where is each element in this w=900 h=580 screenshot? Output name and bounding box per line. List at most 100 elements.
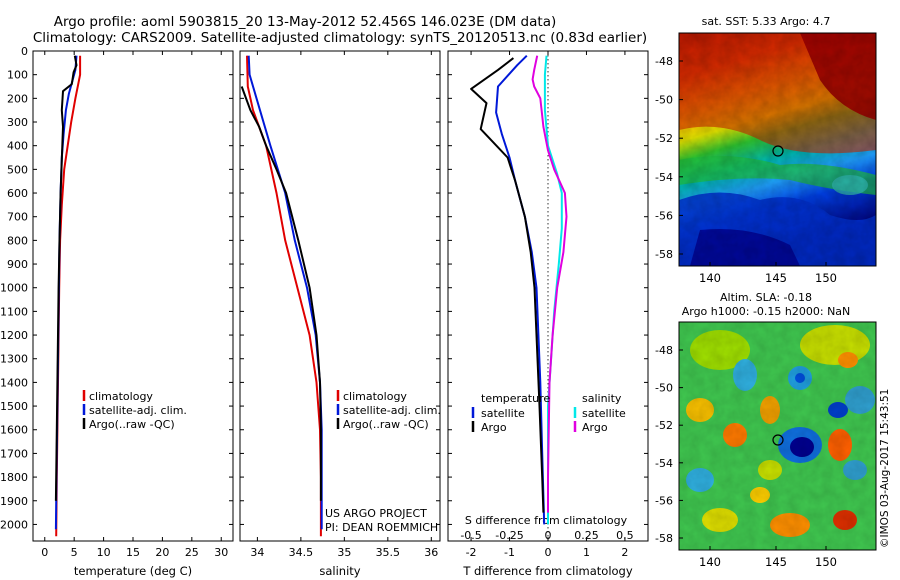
depth-tick-label: 800: [7, 234, 28, 247]
depth-tick-label: 300: [7, 116, 28, 129]
depth-tick-label: 1500: [0, 400, 28, 413]
map-xtick-label: 150: [815, 271, 837, 285]
map-ytick-label: -54: [655, 171, 673, 184]
salinity-xtick-label: 34.5: [289, 546, 314, 559]
s-diff-tick-label: 0: [545, 529, 552, 542]
temperature-xtick-label: 5: [71, 546, 78, 559]
temperature-xtick-label: 20: [155, 546, 169, 559]
argo-location-marker-sla: [772, 434, 784, 446]
watermark: ©IMOS 03-Aug-2017 15:43:51: [879, 389, 891, 548]
difference-xtick-label: 0: [545, 546, 552, 559]
map-ytick-label: -48: [655, 344, 673, 357]
s-diff-label: S difference from climatology: [465, 514, 628, 527]
legend-label: satellite-adj. clim.: [343, 404, 441, 417]
depth-tick-label: 1000: [0, 282, 28, 295]
map-xtick-label: 140: [699, 271, 721, 285]
series-s-satellite: [543, 55, 563, 525]
sla-map-title-1: Altim. SLA: -0.18: [720, 291, 812, 304]
depth-tick-label: 900: [7, 258, 28, 271]
difference-xtick-label: 2: [621, 546, 628, 559]
legend-label: satellite: [481, 407, 525, 420]
depth-tick-label: 1300: [0, 353, 28, 366]
salinity-xlabel: salinity: [319, 564, 360, 578]
salinity-xtick-label: 36: [424, 546, 438, 559]
depth-tick-label: 1700: [0, 447, 28, 460]
panel-salinity: 34 34.5 35 35.5 36 salinity climatologysatelli…: [239, 50, 441, 578]
salinity-xtick-label: 35.5: [376, 546, 401, 559]
difference-xlabel: T difference from climatology: [462, 564, 633, 578]
map-xtick-label: 145: [765, 271, 787, 285]
map-ytick-label: -54: [655, 457, 673, 470]
map-ytick-label: -52: [655, 419, 673, 432]
series-t-argo: [470, 57, 545, 513]
s-diff-tick-label: -0.25: [495, 529, 523, 542]
series-argo-raw-qc-: [240, 86, 322, 501]
panel-temperature: 0 5 10 15 20 25 30 temperature (deg C) 0 100 200 30…: [0, 45, 234, 578]
legend-label: Argo(..raw -QC): [89, 418, 175, 431]
legend-label: satellite: [582, 407, 626, 420]
salinity-axes-frame: [239, 50, 441, 542]
legend-title-salinity: salinity: [582, 392, 622, 405]
difference-xtick-label: 1: [583, 546, 590, 559]
difference-xtick-label: -2: [466, 546, 477, 559]
legend-label: satellite-adj. clim.: [89, 404, 187, 417]
temperature-xtick-label: 15: [126, 546, 140, 559]
series-t-satellite: [495, 54, 546, 525]
depth-tick-label: 1900: [0, 495, 28, 508]
project-annotation: PI: DEAN ROEMMICH: [325, 521, 438, 534]
panel-difference: -2 -1 0 1 2 T difference from climatology -0.5…: [447, 50, 649, 578]
map-xtick-label: 150: [815, 555, 837, 569]
map-xtick-label: 145: [765, 555, 787, 569]
series-argo-raw-qc-: [54, 55, 78, 501]
salinity-xtick-label: 34: [250, 546, 264, 559]
temperature-xtick-label: 25: [185, 546, 199, 559]
legend-label: climatology: [89, 390, 153, 403]
s-diff-tick-label: -0.5: [460, 529, 481, 542]
legend-label: Argo(..raw -QC): [343, 418, 429, 431]
argo-location-marker-sst: [772, 145, 784, 157]
title-line-2: Climatology: CARS2009. Satellite-adjuste…: [33, 30, 647, 46]
depth-tick-label: 700: [7, 211, 28, 224]
temperature-xlabel: temperature (deg C): [74, 564, 192, 578]
legend-label: Argo: [582, 421, 608, 434]
legend-title-temperature: temperature: [481, 392, 550, 405]
map-ytick-label: -58: [655, 248, 673, 261]
temperature-xtick-label: 30: [214, 546, 228, 559]
salinity-xtick-label: 35: [337, 546, 351, 559]
sst-map: sat. SST: 5.33 Argo: 4.7: [655, 15, 877, 285]
depth-tick-label: 1400: [0, 376, 28, 389]
legend-label: Argo: [481, 421, 507, 434]
map-ytick-label: -56: [655, 494, 673, 507]
sla-map-title-2: Argo h1000: -0.15 h2000: NaN: [682, 305, 851, 318]
s-diff-tick-label: 0.5: [616, 529, 634, 542]
depth-tick-label: 1800: [0, 471, 28, 484]
map-ytick-label: -52: [655, 132, 673, 145]
map-xtick-label: 140: [699, 555, 721, 569]
depth-tick-label: 100: [7, 69, 28, 82]
depth-tick-label: 500: [7, 163, 28, 176]
sla-map: Altim. SLA: -0.18 Argo h1000: -0.15 h200…: [655, 291, 877, 569]
title-line-1: Argo profile: aoml 5903815_20 13-May-201…: [54, 14, 556, 30]
depth-tick-label: 1600: [0, 424, 28, 437]
temperature-xtick-label: 10: [97, 546, 111, 559]
map-ytick-label: -56: [655, 209, 673, 222]
project-annotation: US ARGO PROJECT: [325, 507, 427, 520]
map-ytick-label: -58: [655, 532, 673, 545]
s-diff-tick-label: 0.25: [574, 529, 599, 542]
difference-xtick-label: -1: [504, 546, 515, 559]
depth-tick-label: 2000: [0, 518, 28, 531]
depth-tick-label: 1100: [0, 305, 28, 318]
depth-tick-label: 0: [21, 45, 28, 58]
depth-tick-label: 1200: [0, 329, 28, 342]
sst-map-title: sat. SST: 5.33 Argo: 4.7: [702, 15, 831, 28]
temperature-xtick-label: 0: [41, 546, 48, 559]
legend-label: climatology: [343, 390, 407, 403]
map-ytick-label: -50: [655, 94, 673, 107]
depth-tick-label: 200: [7, 92, 28, 105]
depth-tick-label: 600: [7, 187, 28, 200]
map-ytick-label: -50: [655, 382, 673, 395]
series-s-argo: [531, 55, 568, 513]
map-ytick-label: -48: [655, 55, 673, 68]
